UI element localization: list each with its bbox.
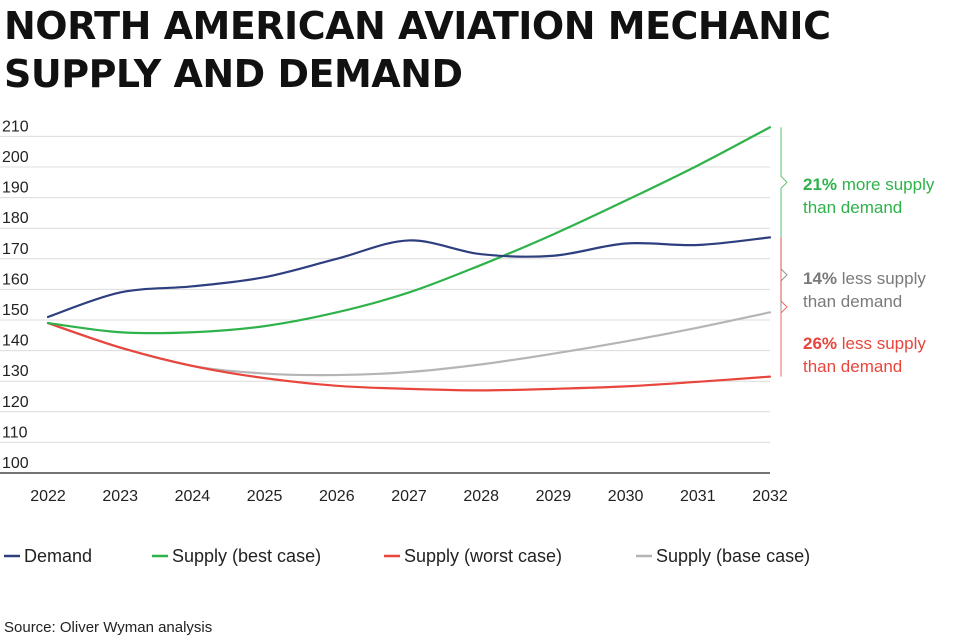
x-tick-label: 2024 [175,488,211,505]
x-tick-label: 2032 [752,488,788,505]
annotation-line1: less supply [837,334,926,353]
x-axis-ticks: 2022 2023 2024 2025 2026 2027 2028 2029 2030 2031… [30,488,788,505]
legend-label: Supply (best case) [172,546,321,566]
annotation-line1: more supply [837,175,935,194]
y-tick-label: 110 [2,424,28,441]
y-tick-label: 210 [2,118,29,135]
annotation-percent: 21% [803,175,837,194]
series-lines [46,126,772,392]
y-tick-label: 190 [2,180,29,197]
annotation-bracket [780,237,788,377]
annotations: 21% more supply than demand 14% less suppl… [780,127,935,377]
x-tick-label: 2027 [391,488,427,505]
annotation-percent: 14% [803,269,837,288]
annotation-text: 21% more supply [803,175,935,194]
annotation-text: 14% less supply [803,269,926,288]
y-tick-label: 100 [2,455,29,472]
x-tick-label: 2028 [463,488,499,505]
series-line-supply-base-case [46,311,772,377]
x-tick-label: 2025 [247,488,283,505]
annotation-text: 26% less supply [803,334,926,353]
x-tick-label: 2030 [608,488,644,505]
x-tick-label: 2031 [680,488,716,505]
x-tick-label: 2026 [319,488,355,505]
annotation-line2: than demand [803,292,902,311]
legend-label: Supply (worst case) [404,546,562,566]
y-tick-label: 150 [2,302,29,319]
legend: Demand Supply (best case) Supply (worst ca… [4,546,810,566]
legend-label: Demand [24,546,92,566]
y-axis-ticks: 100 110 120 130 140 150 160 170 180 190 200 210 [2,118,29,472]
x-tick-label: 2029 [536,488,572,505]
y-tick-label: 170 [2,241,29,258]
chart-title: NORTH AMERICAN AVIATION MECHANIC SUPPLY … [4,4,831,96]
x-tick-label: 2022 [30,488,66,505]
line-chart: 100 110 120 130 140 150 160 170 180 190 200 210 202… [0,118,935,566]
legend-label: Supply (base case) [656,546,810,566]
annotation-percent: 26% [803,334,837,353]
x-tick-label: 2023 [102,488,138,505]
series-line-supply-best-case [46,126,772,335]
annotation-bracket [780,127,788,238]
annotation-line1: less supply [837,269,926,288]
y-tick-label: 200 [2,149,29,166]
source-note: Source: Oliver Wyman analysis [4,619,213,636]
series-line-supply-worst-case [46,321,772,392]
annotation-line2: than demand [803,198,902,217]
y-tick-label: 140 [2,333,29,350]
y-tick-label: 130 [2,363,29,380]
series-line-demand [46,236,772,319]
annotation-bracket [780,237,788,313]
y-tick-label: 160 [2,271,29,288]
y-tick-label: 180 [2,210,29,227]
y-tick-label: 120 [2,394,29,411]
annotation-line2: than demand [803,357,902,376]
